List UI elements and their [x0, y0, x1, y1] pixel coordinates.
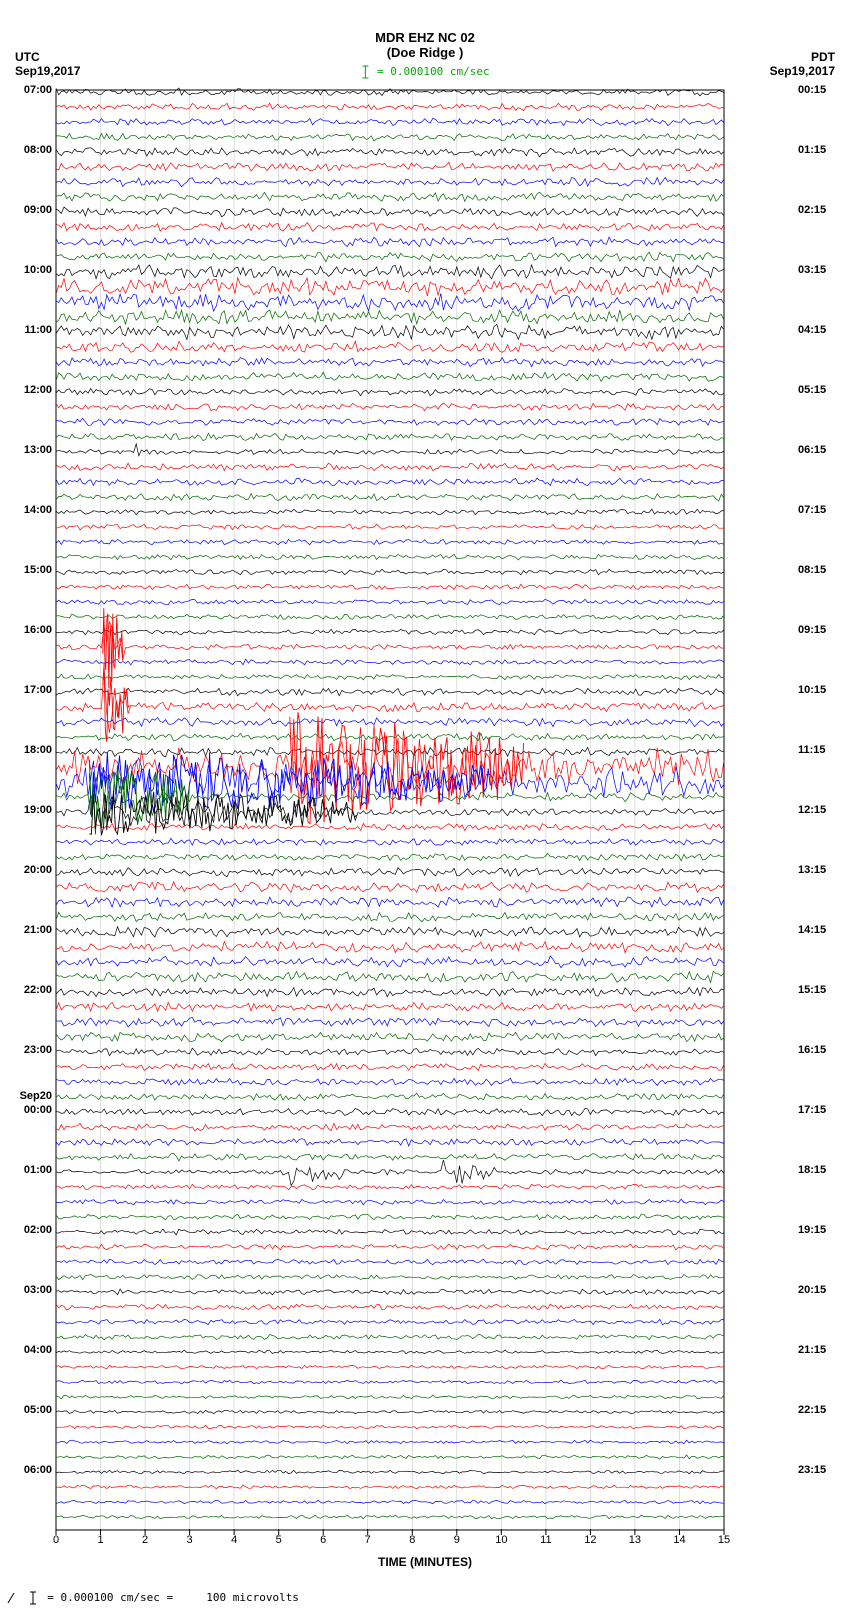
right-hour-label: 05:15 — [798, 384, 826, 396]
left-hour-label: 18:00 — [24, 744, 52, 756]
left-hour-label: 09:00 — [24, 204, 52, 216]
left-hour-label: 15:00 — [24, 564, 52, 576]
footer-scale: = 0.000100 cm/sec = 100 microvolts — [4, 1591, 299, 1605]
x-tick: 0 — [53, 1534, 59, 1546]
x-tick: 15 — [718, 1534, 730, 1546]
tz-left-label: UTC — [15, 50, 80, 64]
x-tick: 4 — [231, 1534, 237, 1546]
seismogram-svg — [56, 90, 724, 1530]
right-hour-label: 00:15 — [798, 84, 826, 96]
station-name: (Doe Ridge ) — [0, 45, 850, 60]
right-hour-label: 21:15 — [798, 1344, 826, 1356]
right-hour-label: 22:15 — [798, 1404, 826, 1416]
x-tick: 1 — [97, 1534, 103, 1546]
right-hour-label: 03:15 — [798, 264, 826, 276]
left-hour-label: 04:00 — [24, 1344, 52, 1356]
tz-left-date: Sep19,2017 — [15, 64, 80, 78]
right-hour-label: 11:15 — [798, 744, 826, 756]
left-hour-label: 23:00 — [24, 1044, 52, 1056]
right-hour-label: 14:15 — [798, 924, 826, 936]
footer-text2: 100 microvolts — [206, 1591, 299, 1604]
x-tick: 7 — [365, 1534, 371, 1546]
right-hour-label: 18:15 — [798, 1164, 826, 1176]
right-hour-label: 13:15 — [798, 864, 826, 876]
x-tick: 9 — [454, 1534, 460, 1546]
tz-right: PDT Sep19,2017 — [770, 50, 835, 78]
left-hour-label: 03:00 — [24, 1284, 52, 1296]
left-hour-label: 12:00 — [24, 384, 52, 396]
left-hour-label: 11:00 — [24, 324, 52, 336]
x-tick: 14 — [673, 1534, 685, 1546]
station-header: MDR EHZ NC 02 (Doe Ridge ) — [0, 30, 850, 60]
right-hour-label: 04:15 — [798, 324, 826, 336]
left-hour-label: 19:00 — [24, 804, 52, 816]
right-hour-label: 10:15 — [798, 684, 826, 696]
tz-right-label: PDT — [770, 50, 835, 64]
x-tick: 10 — [495, 1534, 507, 1546]
left-hour-label: 01:00 — [24, 1164, 52, 1176]
x-tick: 6 — [320, 1534, 326, 1546]
right-hour-label: 06:15 — [798, 444, 826, 456]
left-hour-label: 17:00 — [24, 684, 52, 696]
tz-left: UTC Sep19,2017 — [15, 50, 80, 78]
tz-right-date: Sep19,2017 — [770, 64, 835, 78]
x-tick: 12 — [584, 1534, 596, 1546]
left-hour-label: 06:00 — [24, 1464, 52, 1476]
right-hour-label: 02:15 — [798, 204, 826, 216]
seismogram-container: MDR EHZ NC 02 (Doe Ridge ) = 0.000100 cm… — [0, 0, 850, 1613]
left-hour-label: 13:00 — [24, 444, 52, 456]
left-hour-label: 20:00 — [24, 864, 52, 876]
right-hour-label: 07:15 — [798, 504, 826, 516]
right-hour-label: 16:15 — [798, 1044, 826, 1056]
left-hour-label: 21:00 — [24, 924, 52, 936]
right-hour-label: 19:15 — [798, 1224, 826, 1236]
left-hour-label: 14:00 — [24, 504, 52, 516]
x-tick: 5 — [276, 1534, 282, 1546]
left-hour-label: 08:00 — [24, 144, 52, 156]
right-hour-label: 09:15 — [798, 624, 826, 636]
x-tick: 8 — [409, 1534, 415, 1546]
left-hour-label: 16:00 — [24, 624, 52, 636]
station-code: MDR EHZ NC 02 — [0, 30, 850, 45]
footer-text1: = 0.000100 cm/sec = — [47, 1591, 173, 1604]
x-tick: 3 — [187, 1534, 193, 1546]
x-tick: 2 — [142, 1534, 148, 1546]
left-hour-label: 05:00 — [24, 1404, 52, 1416]
left-hour-label: 07:00 — [24, 84, 52, 96]
right-hour-label: 17:15 — [798, 1104, 826, 1116]
right-hour-label: 08:15 — [798, 564, 826, 576]
seismogram-plot — [56, 90, 724, 1530]
left-hour-label: 10:00 — [24, 264, 52, 276]
right-hour-label: 23:15 — [798, 1464, 826, 1476]
x-axis-title: TIME (MINUTES) — [0, 1555, 850, 1569]
right-hour-label: 20:15 — [798, 1284, 826, 1296]
x-tick: 13 — [629, 1534, 641, 1546]
x-tick: 11 — [540, 1534, 551, 1546]
left-hour-label: Sep2000:00 — [24, 1104, 52, 1116]
right-hour-label: 01:15 — [798, 144, 826, 156]
scale-bar-label: = 0.000100 cm/sec — [360, 65, 489, 79]
right-hour-label: 15:15 — [798, 984, 826, 996]
right-hour-label: 12:15 — [798, 804, 826, 816]
left-hour-label: 02:00 — [24, 1224, 52, 1236]
left-hour-label: 22:00 — [24, 984, 52, 996]
